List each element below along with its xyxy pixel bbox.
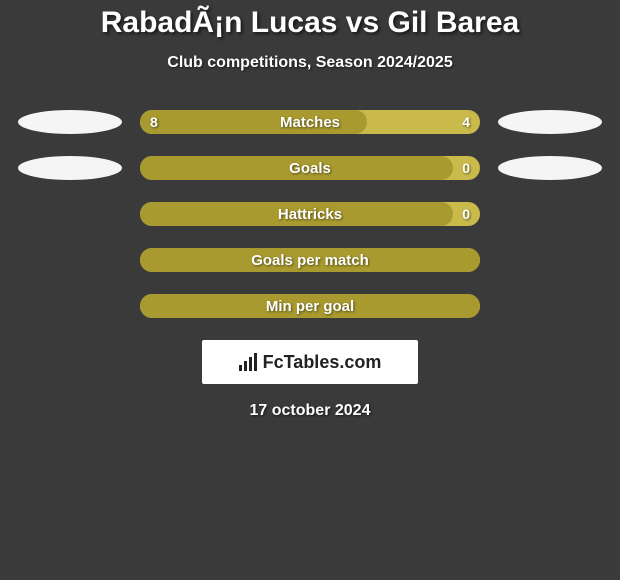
stat-bar: Goals0 [140,156,480,180]
comparison-row: Goals per match [0,248,620,272]
page-title: RabadÃ¡n Lucas vs Gil Barea [0,0,620,40]
comparison-row: Goals0 [0,156,620,180]
stat-bar: Matches8 4 [140,110,480,134]
left-bubble [18,156,122,180]
comparison-row: Min per goal [0,294,620,318]
stat-label: Hattricks [140,202,480,226]
right-value: 0 [462,156,470,180]
comparison-rows: Matches84Goals0Hattricks0Goals per match… [0,110,620,318]
stat-label: Matches [140,110,480,134]
stat-bar: Goals per match [140,248,480,272]
right-value: 4 [462,110,470,134]
right-value: 0 [462,202,470,226]
right-bubble [498,156,602,180]
left-value: 8 [150,110,158,134]
logo-box: FcTables.com [202,340,418,384]
comparison-row: Matches8 4 [0,110,620,134]
comparison-row: Hattricks0 [0,202,620,226]
stat-label: Goals per match [140,248,480,272]
chart-bars-icon [239,353,257,371]
stat-label: Min per goal [140,294,480,318]
page-subtitle: Club competitions, Season 2024/2025 [0,54,620,72]
right-bubble [498,110,602,134]
logo-text: FcTables.com [263,352,382,373]
date-label: 17 october 2024 [0,402,620,420]
stat-bar: Min per goal [140,294,480,318]
left-bubble [18,110,122,134]
stat-label: Goals [140,156,480,180]
stat-bar: Hattricks0 [140,202,480,226]
